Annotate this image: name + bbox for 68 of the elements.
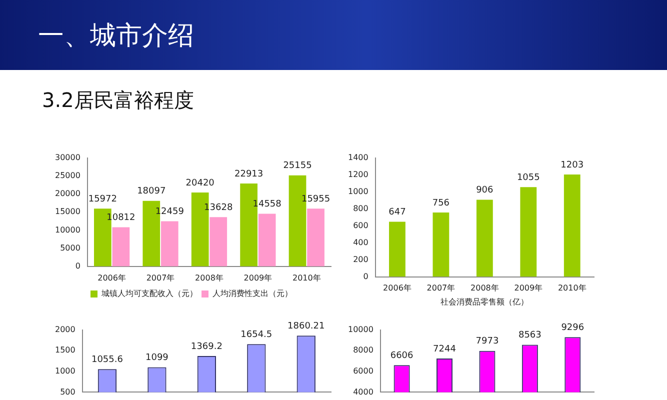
x-tick-label: 2008年 (195, 273, 224, 282)
x-tick-label: 2007年 (426, 284, 456, 293)
y-tick-label: 400 (353, 238, 368, 247)
data-label: 1203 (560, 160, 584, 170)
bar (160, 221, 178, 266)
x-tick-label: 2007年 (146, 273, 175, 282)
data-label: 7973 (476, 336, 499, 347)
data-label: 15972 (88, 194, 117, 204)
y-tick-label: 0 (75, 261, 80, 270)
bar (307, 208, 324, 266)
y-tick-label: 10000 (54, 225, 80, 234)
data-label: 20420 (186, 178, 215, 188)
x-tick-label: 2008年 (470, 284, 499, 293)
chart-subtitle: 3.2居民富裕程度 (42, 87, 194, 113)
data-label: 8563 (518, 330, 542, 341)
data-label: 25155 (283, 161, 312, 172)
data-label: 7244 (433, 344, 456, 354)
y-tick-label: 8000 (353, 346, 374, 355)
x-tick-label: 2006年 (383, 284, 412, 293)
x-tick-label: 2010年 (292, 273, 321, 282)
x-tick-label: 2009年 (244, 273, 272, 282)
data-label: 1860.21 (288, 321, 325, 332)
x-tick-label: 2009年 (514, 284, 543, 293)
y-tick-label: 500 (60, 387, 76, 396)
y-tick-label: 15000 (54, 207, 80, 216)
bar (476, 200, 493, 277)
y-tick-label: 1200 (348, 170, 368, 179)
legend-label: 城镇人均可支配收入（元） (100, 289, 198, 298)
data-label: 1654.5 (240, 330, 272, 340)
data-label: 906 (476, 186, 494, 196)
data-label: 1055 (516, 172, 540, 183)
y-tick-label: 10000 (348, 324, 374, 334)
data-label: 6606 (390, 350, 414, 361)
bar (564, 174, 580, 277)
x-tick-label: 2006年 (98, 273, 126, 282)
y-tick-label: 5000 (60, 243, 80, 252)
y-tick-label: 1000 (55, 366, 76, 376)
data-label: 1055.6 (91, 354, 124, 365)
bar (258, 214, 276, 266)
y-tick-label: 200 (353, 254, 368, 264)
x-tick-label: 2010年 (558, 284, 586, 293)
y-tick-label: 1500 (55, 346, 76, 355)
bar (112, 227, 130, 266)
data-label: 647 (388, 208, 406, 218)
bar (389, 222, 406, 277)
y-tick-label: 2000 (55, 324, 76, 334)
y-tick-label: 800 (353, 204, 368, 213)
chart-title: 一、城市介绍 (38, 20, 194, 52)
data-label: 18097 (137, 186, 166, 197)
x-axis-title: 社会消费品零售额（亿） (440, 297, 529, 306)
y-tick-label: 600 (353, 220, 368, 230)
y-tick-label: 6000 (353, 366, 374, 376)
y-tick-label: 1400 (348, 152, 368, 162)
y-tick-label: 20000 (54, 189, 80, 198)
data-label: 1369.2 (190, 342, 222, 352)
bar (210, 217, 228, 266)
data-label: 1099 (146, 353, 169, 364)
y-tick-label: 1000 (348, 186, 368, 196)
legend-label: 人均消费性支出（元） (212, 289, 292, 298)
bar (432, 212, 450, 277)
bar (520, 187, 537, 277)
data-label: 22913 (234, 169, 264, 180)
y-tick-label: 0 (363, 272, 368, 281)
data-label: 9296 (561, 322, 584, 333)
y-tick-label: 30000 (54, 152, 80, 162)
y-tick-label: 4000 (353, 387, 374, 396)
y-tick-label: 25000 (54, 170, 80, 180)
data-label: 756 (432, 198, 450, 208)
